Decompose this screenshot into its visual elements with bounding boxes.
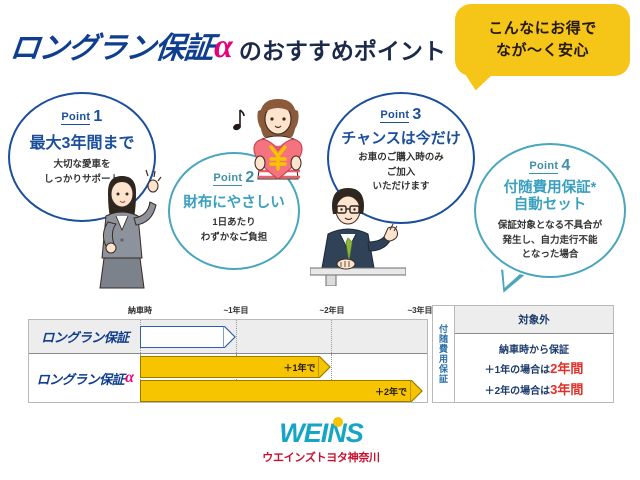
point-bubble-2: Point 2 財布にやさしい 1日あたり わずかなご負担 [168,152,300,270]
point-4-body-line-2: 発生し、自力走行不能 [502,234,598,246]
page-title-main: ロングラン保証 [8,32,215,65]
woman-holding-yen-heart-illustration [253,99,303,180]
chart-bar-alpha-plus2-label: ＋2年で [375,386,408,397]
incidental-cost-vertical-label-text: 付随費用保証 [438,324,448,384]
axis-tick-0: 納車時 [128,306,152,315]
point-3-body-line-1: お車のご購入時のみ [358,152,444,163]
chart-bar-alpha-plus2-tip-icon [410,380,423,402]
point-1-heading: 最大3年間まで [29,135,135,152]
saleswoman-pointing-illustration [99,169,162,289]
callout-line-2: なが〜く安心 [495,42,589,59]
point-4-body: 保証対象となる不具合が 発生し、自力走行不能 となった場合 [498,219,602,263]
point-3-body-line-2: ご加入 [386,166,416,178]
chart-bar-longrun-1yr [140,326,236,348]
incidental-cost-line-3-prefix: ＋2年の場合は [484,385,551,397]
point-3-heading: チャンスは今だけ [341,130,461,147]
incidental-cost-cells: 対象外 納車時から保証 ＋1年の場合は2年間 ＋2年の場合は3年間 [455,306,613,402]
incidental-cost-table: 付随費用保証 対象外 納車時から保証 ＋1年の場合は2年間 ＋2年の場合は3年間 [432,305,614,403]
chart-bar-longrun-1yr-tip-icon [222,326,236,348]
gridline-1 [235,320,237,353]
point-2-body: 1日あたり わずかなご負担 [201,216,268,245]
axis-tick-1: ~1年目 [223,306,249,315]
point-3-label: Point 3 [380,106,421,124]
point-2-heading: 財布にやさしい [183,195,285,211]
weins-logo: WEINS ウエインズトヨタ神奈川 [255,417,387,466]
point-4-body-line-3: となった場合 [521,249,579,261]
incidental-cost-line-3-highlight: 3年間 [550,381,584,397]
gridline-4 [235,354,237,402]
incidental-cost-line-2: ＋1年の場合は2年間 [485,358,584,377]
gridline-5 [331,354,333,402]
point-1-body-line-2: しっかりサポート [43,173,120,185]
point-4-label-word: Point [529,160,559,174]
point-3-body-line-3: いただけます [372,181,430,193]
axis-tick-3: ~3年目 [407,306,433,315]
callout-bubble: こんなにお得で なが〜く安心 [455,4,630,92]
chart-plot-area: ロングラン保証 ロングラン保証 α [28,319,428,403]
point-3-number: 3 [412,106,422,123]
chart-bar-alpha-plus1-tip-icon [318,356,332,378]
chart-row-longrun-label-text: ロングラン保証 [41,330,129,345]
chart-row-longrun-alpha-symbol: α [125,369,134,386]
weins-logo-mark: WEINS [255,417,387,448]
chart-bar-alpha-plus2-body [140,380,411,402]
gridline-2 [331,320,333,353]
point-4-label: Point 4 [529,157,570,175]
incidental-cost-table-inner: 付随費用保証 対象外 納車時から保証 ＋1年の場合は2年間 ＋2年の場合は3年間 [432,305,614,403]
page-title-alpha: α [214,28,233,65]
point-2-body-line-1: 1日あたり [212,217,256,229]
salesman-at-desk-illustration [310,188,406,286]
callout-line-1: こんなにお得で [488,20,597,38]
point-2-number: 2 [245,169,255,186]
callout-tail-icon [464,70,498,92]
point-4-number: 4 [561,157,571,174]
point-1-body-line-1: 大切な愛車を [53,159,111,171]
point-3-label-word: Point [380,109,410,123]
weins-logo-subtitle: ウエインズトヨタ神奈川 [262,452,380,464]
chart-bar-alpha-plus1: ＋1年で [140,356,332,378]
chart-bar-alpha-plus2: ＋2年で [140,380,423,402]
gridline-3 [140,354,142,402]
point-1-label: Point 1 [61,108,102,126]
point-4-body-line-1: 保証対象となる不具合が [497,219,603,231]
chart-row-longrun: ロングラン保証 [29,320,427,354]
warranty-timeline-chart: 納車時 ~1年目 ~2年目 ~3年目 ロングラン保証 [28,305,433,403]
point-1-number: 1 [93,108,103,125]
point-4-heading-line-2: 自動セット [513,197,587,214]
axis-tick-2: ~2年目 [319,306,345,315]
point-bubble-1: Point 1 最大3年間まで 大切な愛車を しっかりサポート [8,92,156,222]
chart-bar-alpha-plus1-label: ＋1年で [283,362,316,373]
incidental-cost-line-3: ＋2年の場合は3年間 [485,379,584,398]
incidental-cost-vertical-label: 付随費用保証 [433,306,455,402]
point-1-body: 大切な愛車を しっかりサポート [44,158,120,187]
point-2-label-word: Point [213,172,243,186]
incidental-cost-line-2-highlight: 2年間 [550,360,584,376]
point-2-body-line-2: わずかなご負担 [200,232,268,244]
point-2-label: Point 2 [213,169,254,187]
chart-bar-longrun-1yr-body [140,326,223,348]
page-title-sub: のおすすめポイント [238,38,446,64]
point-4-heading: 付随費用保証* 自動セット [504,180,597,215]
chart-row-longrun-alpha-label: ロングラン保証 α [29,354,141,402]
incidental-cost-line-1: 納車時から保証 [499,344,569,356]
music-note-icon [233,109,245,131]
point-1-label-word: Point [61,111,91,125]
point-3-body: お車のご購入時のみ ご加入 いただけます [358,151,444,195]
chart-bar-alpha-plus1-body [140,356,319,378]
chart-row-longrun-alpha: ロングラン保証 α ＋1年で ＋2年で [29,354,427,402]
incidental-cost-bottom-cell: 納車時から保証 ＋1年の場合は2年間 ＋2年の場合は3年間 [455,334,613,402]
point-bubble-4: Point 4 付随費用保証* 自動セット 保証対象となる不具合が 発生し、自力走… [474,143,626,297]
logo-dot-icon [333,417,343,427]
chart-axis-ticks: 納車時 ~1年目 ~2年目 ~3年目 [28,305,433,319]
incidental-cost-line-2-prefix: ＋1年の場合は [484,364,551,376]
chart-row-longrun-alpha-label-text: ロングラン保証 [36,371,125,387]
chart-row-longrun-label: ロングラン保証 [29,320,141,353]
weins-logo-text: WEINS [279,418,364,448]
point-4-tail-icon [495,269,525,297]
page-title: ロングラン保証 α のおすすめポイント [8,28,446,66]
incidental-cost-top-cell: 対象外 [455,306,613,334]
point-4-heading-line-1: 付随費用保証* [503,180,597,196]
